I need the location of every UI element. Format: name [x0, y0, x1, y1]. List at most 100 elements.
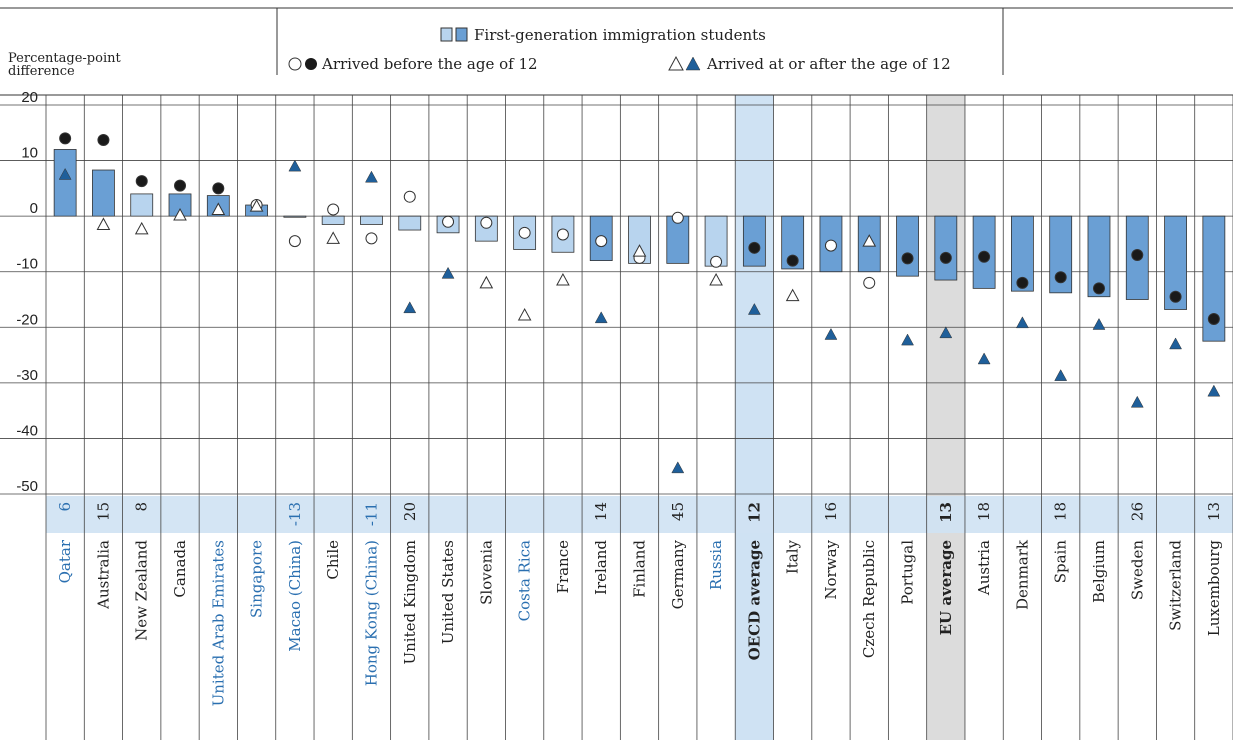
- circle-marker: [978, 250, 991, 263]
- x-tick-label: Russia: [707, 540, 725, 590]
- triangle-marker: [403, 301, 417, 314]
- triangle-marker: [1130, 395, 1144, 408]
- bar: [1202, 215, 1226, 342]
- difference-value: 6: [56, 502, 74, 512]
- circle-marker: [671, 211, 684, 224]
- difference-value: 18: [1052, 502, 1070, 521]
- bar: [934, 215, 958, 281]
- triangle-marker: [134, 221, 149, 235]
- legend-swatch: [455, 27, 468, 42]
- circle-marker: [901, 252, 914, 265]
- difference-value: -13: [286, 502, 304, 526]
- x-tick-label: New Zealand: [133, 540, 151, 641]
- x-tick-label: OECD average: [745, 540, 763, 660]
- triangle-marker: [556, 273, 570, 286]
- legend-marker: [305, 58, 317, 70]
- x-tick-label: Luxembourg: [1205, 540, 1223, 637]
- difference-value: 12: [745, 502, 763, 523]
- difference-value: 13: [937, 502, 955, 523]
- triangle-marker: [939, 326, 953, 339]
- circle-marker: [288, 235, 301, 248]
- y-axis-label: Percentage-point difference: [8, 51, 121, 79]
- circle-marker: [59, 132, 72, 145]
- x-tick-label: Spain: [1052, 540, 1070, 584]
- x-tick-label: Hong Kong (China): [362, 540, 380, 686]
- circle-marker: [939, 251, 952, 264]
- circle-marker: [442, 215, 455, 228]
- circle-marker: [1169, 290, 1182, 303]
- difference-value: 45: [669, 502, 687, 521]
- x-tick-label: Costa Rica: [516, 540, 534, 621]
- y-tick-label: -20: [16, 311, 38, 328]
- circle-marker: [824, 239, 837, 252]
- triangle-marker: [173, 207, 187, 221]
- difference-value: 13: [1205, 502, 1223, 521]
- x-tick-label: EU average: [937, 540, 955, 635]
- x-tick-label: Finland: [631, 540, 649, 598]
- y-tick-label: -30: [16, 367, 38, 384]
- x-tick-label: Qatar: [56, 539, 74, 583]
- triangle-marker: [211, 202, 226, 215]
- x-tick-label: Portugal: [899, 540, 917, 605]
- triangle-marker: [671, 461, 685, 474]
- x-tick-label: Czech Republic: [860, 540, 878, 658]
- x-tick-label: Belgium: [1090, 540, 1108, 603]
- y-tick-label: -10: [16, 256, 38, 273]
- difference-value: 26: [1128, 502, 1146, 521]
- triangle-marker: [785, 288, 800, 302]
- triangle-marker: [479, 275, 494, 289]
- bar: [742, 215, 766, 267]
- triangle-marker: [1015, 316, 1029, 329]
- column-highlight: [735, 95, 774, 740]
- x-tick-label: Denmark: [1013, 539, 1031, 610]
- x-tick-label: Switzerland: [1167, 540, 1185, 631]
- difference-value: 15: [94, 502, 112, 521]
- difference-value: 20: [401, 502, 419, 521]
- triangle-marker: [288, 159, 302, 172]
- circle-marker: [1054, 271, 1067, 284]
- x-tick-label: Slovenia: [477, 540, 495, 605]
- bar: [360, 215, 383, 225]
- x-tick-label: Canada: [171, 540, 189, 598]
- triangle-marker: [249, 199, 264, 212]
- circle-marker: [518, 226, 531, 239]
- x-tick-label: Singapore: [248, 540, 266, 618]
- triangle-marker: [1207, 384, 1221, 397]
- x-tick-label: Ireland: [592, 540, 610, 595]
- triangle-marker: [709, 273, 723, 286]
- difference-value: 14: [592, 502, 610, 521]
- circle-marker: [1207, 312, 1220, 325]
- triangle-marker: [862, 234, 877, 247]
- circle-marker: [710, 255, 723, 268]
- x-tick-label: France: [554, 540, 572, 594]
- triangle-marker: [365, 170, 378, 183]
- bar: [283, 215, 307, 218]
- legend-text: Arrived at or after the age of 12: [706, 55, 951, 73]
- circle-marker: [212, 182, 225, 195]
- y-axis-label-line: Percentage-point: [8, 51, 121, 66]
- triangle-marker: [326, 231, 341, 244]
- x-tick-label: United Arab Emirates: [209, 540, 227, 706]
- triangle-marker: [1169, 337, 1182, 350]
- x-tick-label: United Kingdom: [401, 540, 419, 665]
- circle-marker: [327, 203, 340, 216]
- triangle-marker: [977, 352, 991, 365]
- triangle-marker: [1092, 317, 1106, 330]
- difference-value: 8: [133, 502, 151, 512]
- circle-marker: [786, 254, 799, 267]
- y-tick-label: -40: [16, 422, 38, 439]
- difference-band: [46, 496, 1233, 533]
- legend-text: Arrived before the age of 12: [321, 55, 538, 73]
- triangle-marker: [747, 302, 761, 315]
- triangle-marker: [901, 333, 914, 346]
- x-tick-label: Macao (China): [286, 540, 304, 652]
- legend-swatch: [440, 27, 453, 42]
- triangle-marker: [632, 244, 647, 257]
- bar: [781, 215, 805, 270]
- bar: [92, 169, 115, 217]
- difference-value: 18: [975, 502, 993, 521]
- circle-marker: [365, 232, 378, 245]
- y-tick-label: 10: [21, 145, 38, 162]
- triangle-marker: [1054, 369, 1068, 381]
